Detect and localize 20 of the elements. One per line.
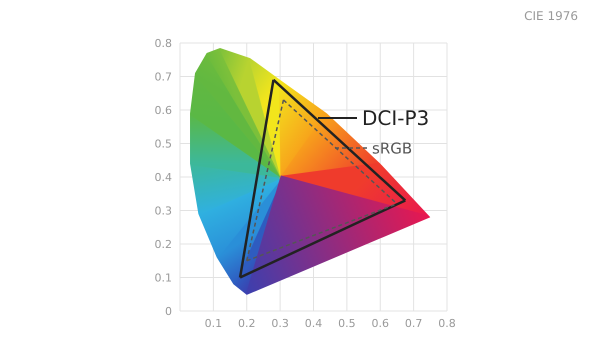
x-tick-label: 0.4 [304,316,322,330]
x-tick-label: 0.7 [404,316,422,330]
x-tick-label: 0.3 [271,316,289,330]
y-tick-label: 0.1 [154,271,172,284]
x-tick-label: 0.1 [204,316,222,330]
x-tick-label: 0.2 [238,316,256,330]
x-tick-label: 0.8 [438,316,456,330]
x-tick-label: 0.5 [338,316,356,330]
y-tick-label: 0.2 [154,238,172,251]
y-tick-label: 0.7 [154,70,172,84]
legend-label: DCI-P3 [362,106,430,130]
y-tick-label: 0.4 [154,170,172,184]
y-tick-label: 0.3 [154,204,172,218]
y-tick-label: 0.8 [154,36,172,50]
y-tick-label: 0.6 [154,104,172,117]
legend-label: sRGB [372,139,412,158]
y-tick-label: 0 [165,304,172,318]
y-tick-label: 0.5 [154,137,172,150]
text: CIE 1976 [524,9,578,23]
x-tick-label: 0.6 [372,316,389,330]
